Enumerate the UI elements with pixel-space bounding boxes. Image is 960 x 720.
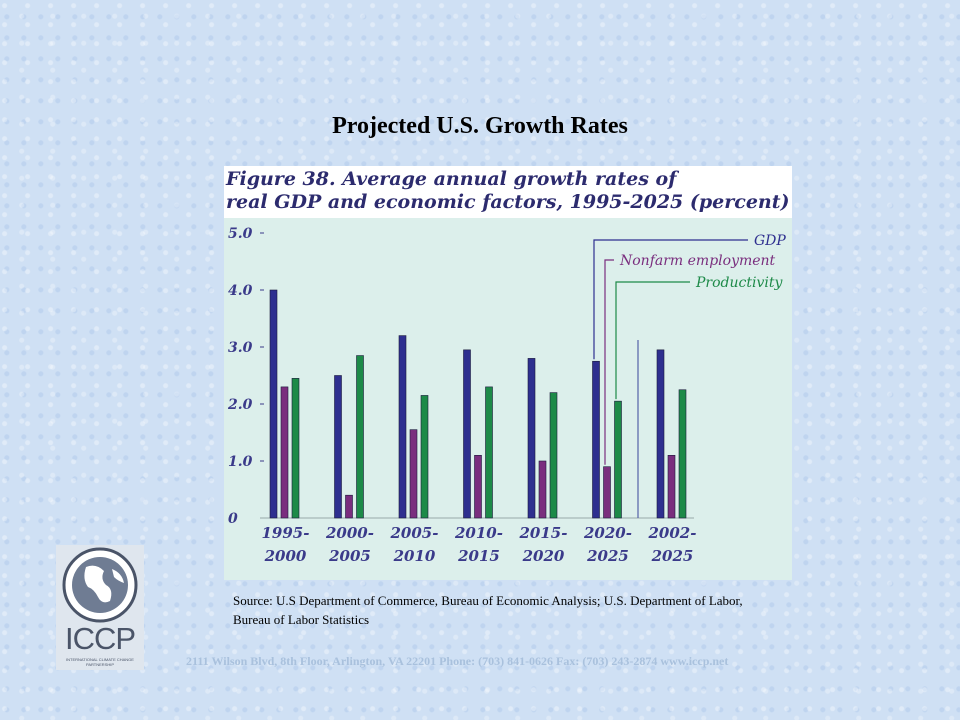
- x-tick-label: 2020: [522, 547, 565, 565]
- x-tick-label: 2010: [393, 547, 436, 565]
- bar-gdp: [656, 349, 665, 519]
- bar-gdp: [334, 375, 342, 519]
- bar-gdp: [463, 349, 471, 519]
- legend-leader-line: [604, 259, 614, 465]
- bar-productivity: [356, 355, 364, 519]
- y-tick-label: 2.0: [227, 397, 253, 413]
- bar-nonfarm-employment: [280, 386, 289, 519]
- x-tick-label: 2015-: [519, 524, 568, 542]
- bar-chart: 0 1.0 2.0 3.0 4.0 5.0 1995- 2000 2000- 2005 2005- 2…: [227, 226, 786, 565]
- bar-productivity: [291, 378, 300, 519]
- x-tick-label: 2025: [651, 547, 694, 565]
- bar-productivity: [549, 392, 558, 519]
- x-tick-label: 2002-: [648, 524, 697, 542]
- footer-contact: 2111 Wilson Blvd, 8th Floor, Arlington, …: [186, 654, 729, 668]
- bar-productivity: [614, 400, 622, 519]
- logo-text: ICCP: [64, 621, 136, 656]
- legend-leader-line: [593, 239, 748, 360]
- y-tick-label: 0: [228, 511, 238, 527]
- x-tick-label: 2000-: [325, 524, 374, 542]
- bar-gdp: [398, 335, 407, 519]
- chart-figure: Figure 38. Average annual growth rates o…: [224, 166, 792, 580]
- legend-leader-line: [615, 281, 690, 400]
- x-tick-label: 2020-: [583, 524, 632, 542]
- bar-gdp: [592, 360, 600, 519]
- y-tick-label: 4.0: [228, 283, 253, 299]
- slide-title: Projected U.S. Growth Rates: [332, 113, 628, 139]
- bar-nonfarm-employment: [409, 429, 418, 519]
- x-tick-label: 2010-: [454, 524, 503, 542]
- y-tick-label: 1.0: [228, 454, 253, 470]
- legend-label: GDP: [754, 233, 786, 249]
- x-tick-label: 2005: [328, 547, 371, 565]
- chart-title: Figure 38. Average annual growth rates o…: [226, 168, 790, 213]
- bar-gdp: [527, 358, 536, 519]
- legend-label: Nonfarm employment: [619, 253, 776, 269]
- x-tick-label: 2015: [457, 547, 500, 565]
- legend-label: Productivity: [695, 275, 783, 291]
- x-tick-label: 2025: [586, 547, 629, 565]
- bar-productivity: [420, 395, 429, 519]
- bar-nonfarm-employment: [345, 494, 353, 519]
- x-tick-label: 2005-: [390, 524, 439, 542]
- y-tick-label: 3.0: [228, 340, 253, 356]
- iccp-logo: ICCP INTERNATIONAL CLIMATE CHANGE PARTNE…: [56, 545, 144, 670]
- plot-area: 0 1.0 2.0 3.0 4.0 5.0 1995- 2000 2000- 2005 2005- 2…: [224, 218, 792, 580]
- x-tick-label: 2000: [264, 547, 307, 565]
- bar-nonfarm-employment: [474, 455, 482, 519]
- globe-icon: [62, 547, 138, 623]
- x-tick-label: 1995-: [262, 524, 310, 542]
- bar-gdp: [269, 289, 278, 519]
- bar-nonfarm-employment: [538, 460, 547, 519]
- bar-nonfarm-employment: [603, 466, 611, 519]
- y-tick-label: 5.0: [228, 226, 253, 242]
- source-note: Source: U.S Department of Commerce, Bure…: [233, 593, 743, 627]
- bar-productivity: [485, 386, 493, 519]
- bar-productivity: [678, 389, 687, 519]
- bar-nonfarm-employment: [667, 455, 676, 519]
- logo-subtext: INTERNATIONAL CLIMATE CHANGE PARTNERSHIP: [66, 657, 134, 667]
